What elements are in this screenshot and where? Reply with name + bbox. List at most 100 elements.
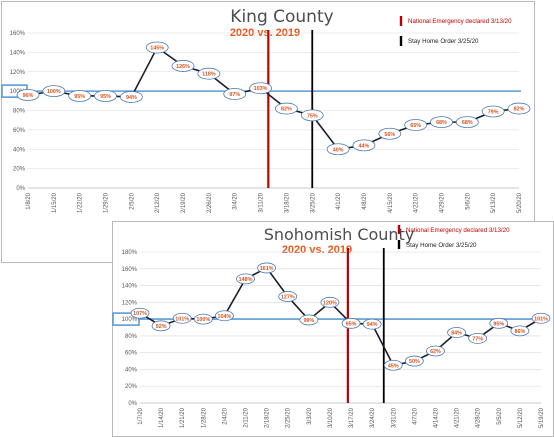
data-point-marker	[278, 291, 298, 302]
data-point: 94%	[119, 91, 143, 103]
data-label: 84%	[451, 331, 462, 337]
x-tick-label: 2/12/20	[155, 192, 161, 213]
data-point: 101%	[172, 312, 192, 324]
data-point-marker	[151, 320, 171, 332]
data-label: 101%	[534, 316, 548, 322]
data-point-marker	[510, 325, 530, 337]
data-label: 127%	[281, 294, 295, 300]
data-label: 99%	[303, 318, 314, 324]
data-point-marker	[320, 296, 340, 308]
legend: National Emergency declared 3/13/20 Stay…	[397, 225, 510, 249]
x-tick-label: 3/17/20	[349, 407, 355, 428]
reference-line-highlight	[112, 312, 140, 326]
x-tick-label: 3/24/20	[370, 407, 376, 428]
x-tick-label: 1/28/20	[201, 407, 207, 428]
data-point: 44%	[352, 139, 376, 152]
data-point-marker	[68, 90, 92, 102]
y-tick-label: 180%	[122, 250, 138, 256]
data-point: 107%	[130, 307, 150, 319]
data-label: 45%	[388, 363, 399, 369]
data-point: 101%	[531, 312, 551, 324]
data-point-marker	[215, 310, 234, 322]
x-tick-label: 5/13/20	[491, 192, 497, 213]
plot-area: 0% 20% 40% 60% 80% 100% 120% 140% 160% 180% 1/7/20…	[112, 248, 551, 428]
data-point: 95%	[68, 90, 92, 102]
x-tick-label: 1/8/20	[26, 192, 32, 209]
data-point-marker	[223, 88, 247, 100]
data-point: 82%	[275, 102, 298, 115]
x-tick-label: 1/7/20	[138, 407, 144, 424]
y-tick-label: 40%	[125, 367, 138, 373]
x-tick-label: 5/12/20	[518, 407, 524, 428]
data-point-marker	[299, 314, 319, 326]
data-point: 86%	[510, 325, 530, 337]
data-label: 148%	[239, 277, 253, 283]
data-point-marker	[468, 333, 488, 344]
data-point: 95%	[341, 317, 361, 329]
x-tick-label: 1/14/20	[159, 407, 165, 428]
data-label: 107%	[133, 311, 147, 317]
data-point: 103%	[249, 82, 272, 95]
data-label: 82%	[514, 107, 525, 113]
data-point-marker	[300, 109, 324, 122]
data-label: 65%	[410, 123, 421, 129]
data-label: 44%	[359, 143, 370, 149]
data-point: 99%	[299, 314, 319, 326]
x-tick-label: 2/5/20	[129, 192, 135, 209]
x-tick-label: 4/8/20	[362, 192, 368, 209]
data-point-marker	[507, 102, 531, 115]
data-label: 94%	[126, 95, 137, 101]
y-tick-label: 140%	[122, 284, 138, 290]
data-label: 62%	[430, 349, 441, 355]
data-point-marker	[362, 318, 382, 330]
x-tick-label: 2/4/20	[222, 407, 228, 424]
data-point-marker	[455, 116, 479, 129]
y-tick-label: 20%	[125, 384, 138, 390]
data-point-marker	[42, 85, 66, 98]
y-tick-label: 20%	[13, 167, 26, 173]
data-label: 96%	[23, 93, 34, 99]
data-point-marker	[378, 127, 402, 140]
data-point: 120%	[320, 296, 340, 308]
data-label: 95%	[346, 321, 357, 327]
y-tick-label: 60%	[13, 128, 26, 134]
legend-emergency: National Emergency declared 3/13/20	[406, 227, 510, 234]
data-point-marker	[16, 89, 40, 101]
data-point: 75%	[300, 109, 324, 122]
data-point: 97%	[223, 88, 247, 100]
data-point: 104%	[215, 310, 234, 322]
data-point: 100%	[193, 313, 213, 325]
x-tick-label: 2/18/20	[265, 407, 271, 428]
x-tick-label: 2/19/20	[181, 192, 187, 213]
data-point-marker	[130, 307, 150, 319]
data-point-marker	[236, 273, 255, 285]
data-point-marker	[326, 143, 350, 156]
data-point-marker	[481, 105, 505, 118]
legend-stay-home: Stay Home Order 3/25/20	[406, 242, 477, 249]
x-tick-label: 1/29/20	[104, 192, 110, 213]
y-tick-label: 80%	[125, 334, 138, 340]
data-point: 84%	[447, 327, 466, 338]
data-label: 95%	[493, 321, 504, 327]
data-point: 68%	[430, 116, 453, 129]
x-tick-label: 3/31/20	[391, 407, 397, 428]
data-point-marker	[426, 345, 445, 357]
data-label: 101%	[175, 316, 189, 322]
x-tick-label: 1/22/20	[78, 192, 84, 213]
x-tick-label: 4/29/20	[439, 192, 445, 213]
data-label: 92%	[156, 324, 167, 330]
data-label: 50%	[409, 359, 420, 365]
data-point: 68%	[455, 116, 479, 129]
legend-emergency: National Emergency declared 3/13/20	[408, 18, 512, 25]
x-tick-label: 2/26/20	[207, 192, 213, 213]
x-tick-label: 2/25/20	[286, 407, 292, 428]
chart-subtitle: 2020 vs. 2019	[282, 244, 352, 256]
x-tick-label: 2/11/20	[244, 407, 250, 427]
data-point-marker	[94, 90, 117, 102]
y-tick-label: 160%	[10, 31, 26, 37]
data-label: 68%	[436, 120, 447, 126]
data-label: 94%	[367, 322, 378, 328]
x-tick-label: 3/3/20	[307, 407, 313, 424]
data-point-marker	[145, 41, 169, 54]
data-point: 79%	[481, 105, 505, 118]
